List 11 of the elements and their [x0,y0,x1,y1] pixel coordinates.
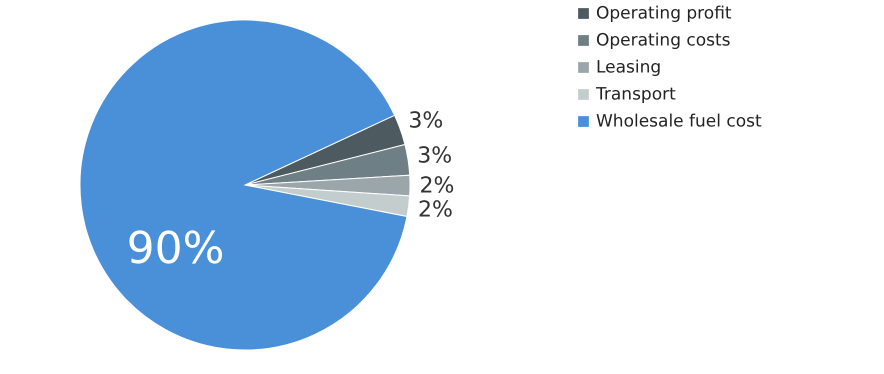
pie-slice [80,20,408,350]
data-label: 3% [417,144,452,169]
data-label: 90% [126,222,224,274]
data-label: 3% [408,108,444,134]
data-label: 2% [418,198,453,223]
legend-label: Transport [595,84,676,104]
legend-label: Wholesale fuel cost [596,112,762,132]
legend-label: Leasing [596,58,662,78]
legend-label: Operating profit [596,4,732,24]
legend-label: Operating costs [596,30,731,50]
data-label: 2% [420,174,454,199]
